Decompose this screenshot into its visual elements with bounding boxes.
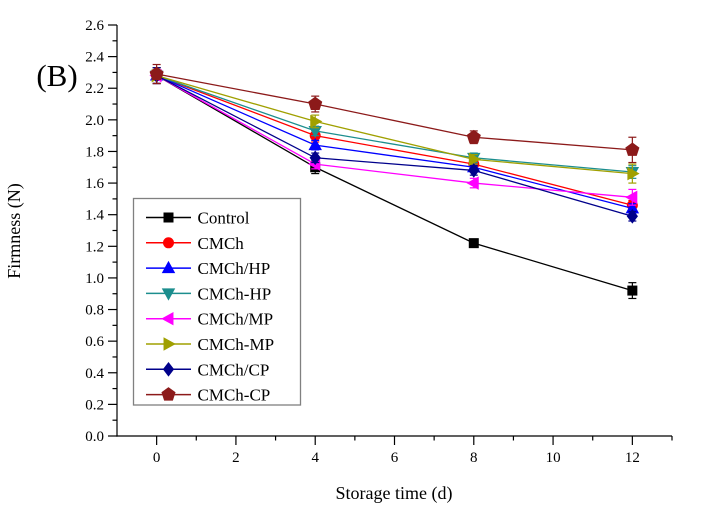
- marker-square: [627, 285, 638, 296]
- legend-box: [132, 197, 302, 406]
- x-axis-title: Storage time (d): [336, 483, 453, 504]
- x-tick-label: 10: [546, 450, 561, 466]
- legend-label: CMCh/CP: [198, 360, 270, 379]
- marker-pentagon: [161, 387, 176, 401]
- legend-item: CMCh-MP: [146, 335, 274, 354]
- y-tick-label: 1.4: [85, 208, 104, 224]
- legend-item: CMCh/HP: [146, 259, 270, 278]
- series-line: [156, 75, 633, 217]
- legend-item: CMCh/MP: [146, 310, 273, 329]
- y-tick-label: 1.2: [85, 239, 104, 255]
- y-tick-label: 1.0: [85, 271, 104, 287]
- series-line: [156, 74, 633, 173]
- y-tick-label: 2.2: [85, 81, 104, 97]
- series-CMCh-HP: [149, 67, 640, 180]
- axes: 0.0 0.2 0.4 0.6 0.8 1.0 1.2 1.4 1.6 1.8 2.0 2.2 2.4 2…: [85, 18, 673, 466]
- panel-label: (B): [36, 58, 77, 93]
- marker-circle: [163, 237, 174, 249]
- legend-item: CMCh-CP: [146, 386, 270, 405]
- marker-pentagon: [149, 66, 164, 81]
- legend-label: CMCh-CP: [198, 386, 271, 405]
- series-line: [156, 74, 633, 206]
- x-tick-label: 2: [232, 450, 240, 466]
- legend-item: Control: [146, 209, 250, 228]
- series-line: [156, 75, 633, 198]
- legend-label: CMCh-HP: [198, 284, 272, 303]
- legend-item: CMCh: [146, 234, 244, 253]
- y-tick-label: 1.6: [85, 176, 104, 192]
- marker-square: [163, 212, 174, 223]
- y-tick-label: 0.0: [85, 429, 104, 445]
- legend-label: CMCh/HP: [198, 259, 271, 278]
- marker-diamond: [468, 163, 480, 178]
- y-tick-label: 2.0: [85, 113, 104, 129]
- marker-triangle-right: [163, 337, 176, 351]
- legend-item: CMCh-HP: [146, 284, 271, 303]
- y-tick-label: 2.4: [85, 50, 104, 66]
- y-tick-label: 0.8: [85, 303, 104, 319]
- legend-label: CMCh: [198, 234, 245, 253]
- marker-pentagon: [625, 142, 640, 156]
- series-CMCh: [151, 67, 638, 211]
- x-tick-label: 6: [391, 450, 399, 466]
- series-CMCh-CP: [149, 63, 640, 164]
- marker-diamond: [162, 361, 175, 377]
- marker-diamond: [309, 150, 321, 166]
- marker-triangle-left: [161, 311, 174, 326]
- marker-pentagon: [308, 96, 323, 111]
- marker-triangle-down: [161, 288, 176, 301]
- y-tick-label: 0.6: [85, 334, 104, 350]
- y-tick-label: 2.6: [85, 18, 104, 34]
- marker-triangle-right: [627, 166, 640, 181]
- marker-diamond: [626, 208, 638, 224]
- x-tick-label: 0: [153, 450, 161, 466]
- x-tick-label: 12: [625, 450, 640, 466]
- x-tick-label: 8: [470, 450, 478, 466]
- series-line: [156, 73, 633, 151]
- y-tick-label: 0.4: [85, 366, 104, 382]
- series-line: [156, 74, 633, 175]
- marker-pentagon: [466, 129, 481, 144]
- y-tick-label: 0.2: [85, 397, 104, 413]
- y-axis-title: Firmness (N): [4, 183, 25, 279]
- series-line: [156, 75, 633, 292]
- series-line: [156, 74, 633, 209]
- legend-item: CMCh/CP: [146, 360, 269, 379]
- plot-area: 0.0 0.2 0.4 0.6 0.8 1.0 1.2 1.4 1.6 1.8 2.0 2.2 2.4 2…: [85, 18, 673, 466]
- marker-triangle-right: [468, 152, 482, 167]
- y-tick-label: 1.8: [85, 144, 104, 160]
- marker-triangle-right: [310, 114, 323, 129]
- marker-triangle-up: [161, 260, 176, 274]
- x-tick-label: 4: [311, 450, 319, 466]
- legend: Control CMCh CMCh/HP CMCh-HP CMCh/MP CMCh-MP C…: [132, 197, 302, 406]
- marker-triangle-left: [625, 190, 638, 205]
- legend-label: CMCh-MP: [198, 335, 275, 354]
- marker-square: [468, 238, 479, 249]
- series-CMCh/MP: [149, 67, 638, 206]
- legend-label: CMCh/MP: [198, 310, 274, 329]
- marker-triangle-up: [308, 137, 322, 151]
- marker-triangle-left: [466, 176, 479, 190]
- legend-label: Control: [198, 209, 250, 228]
